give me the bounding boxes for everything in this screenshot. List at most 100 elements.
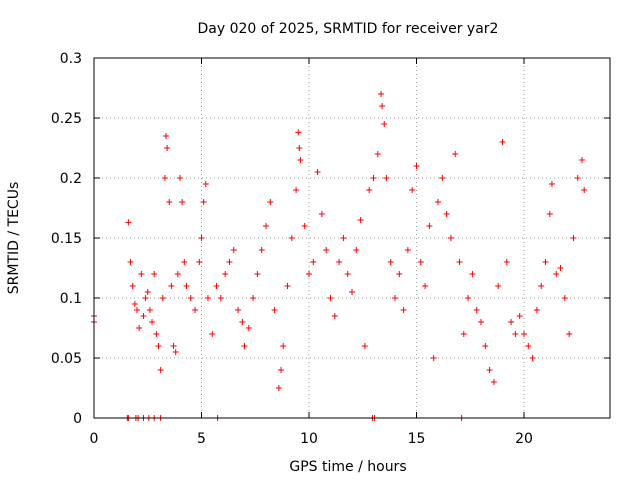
x-tick-label: 0 bbox=[90, 431, 99, 447]
data-point bbox=[250, 295, 257, 301]
data-point bbox=[213, 283, 220, 289]
data-point bbox=[381, 121, 388, 127]
data-point bbox=[177, 175, 183, 181]
data-point bbox=[310, 259, 317, 265]
data-point bbox=[170, 343, 177, 349]
data-point bbox=[548, 181, 555, 187]
data-point bbox=[288, 235, 295, 241]
data-point bbox=[202, 181, 209, 187]
data-point bbox=[314, 169, 321, 175]
data-point bbox=[374, 151, 381, 157]
data-point bbox=[396, 271, 403, 277]
data-point bbox=[413, 163, 420, 169]
data-point bbox=[172, 349, 179, 355]
data-point bbox=[327, 295, 334, 301]
data-point bbox=[521, 331, 527, 337]
data-point bbox=[254, 271, 261, 277]
data-point bbox=[278, 367, 285, 373]
y-tick-label: 0.15 bbox=[51, 231, 82, 247]
data-point bbox=[570, 235, 577, 241]
data-point bbox=[153, 331, 160, 337]
data-point bbox=[490, 379, 497, 385]
data-point bbox=[142, 295, 149, 301]
data-point bbox=[426, 223, 433, 229]
data-point bbox=[284, 283, 291, 289]
data-point bbox=[378, 91, 385, 97]
tick-labels: 0 5 10 15 20 0 0.05 0.1 0.15 0.2 0.25 0.3 bbox=[51, 51, 533, 447]
y-tick-label: 0.25 bbox=[51, 111, 82, 127]
data-point bbox=[239, 319, 246, 325]
data-point bbox=[460, 331, 467, 337]
data-point bbox=[146, 307, 153, 313]
data-point bbox=[297, 157, 304, 163]
data-point bbox=[566, 331, 573, 337]
data-point bbox=[473, 307, 480, 313]
data-point bbox=[131, 301, 138, 307]
data-point bbox=[508, 319, 515, 325]
data-point bbox=[546, 211, 553, 217]
data-points bbox=[91, 91, 588, 421]
data-point bbox=[383, 175, 390, 181]
data-point bbox=[430, 355, 437, 361]
data-point bbox=[306, 271, 312, 277]
data-point bbox=[400, 307, 407, 313]
data-point bbox=[361, 343, 368, 349]
data-point bbox=[439, 175, 446, 181]
data-point bbox=[529, 355, 536, 361]
y-tick-label: 0.1 bbox=[60, 291, 82, 307]
data-point bbox=[267, 199, 274, 205]
y-tick-label: 0.3 bbox=[60, 51, 82, 67]
data-point bbox=[164, 145, 171, 151]
x-tick-label: 10 bbox=[300, 431, 318, 447]
plot-frame bbox=[93, 57, 611, 419]
data-point bbox=[235, 307, 242, 313]
y-tick-label: 0.2 bbox=[60, 171, 82, 187]
data-point bbox=[127, 259, 134, 265]
data-point bbox=[155, 343, 162, 349]
x-axis-label: GPS time / hours bbox=[289, 459, 406, 475]
data-point bbox=[353, 247, 360, 253]
data-point bbox=[499, 139, 506, 145]
data-point bbox=[144, 289, 151, 295]
data-point bbox=[370, 175, 377, 181]
data-point bbox=[574, 175, 581, 181]
data-point bbox=[486, 367, 493, 373]
x-tick-label: 15 bbox=[408, 431, 426, 447]
data-point bbox=[136, 325, 143, 331]
data-point bbox=[443, 211, 450, 217]
data-point bbox=[516, 313, 523, 319]
data-point bbox=[295, 129, 302, 136]
data-point bbox=[387, 259, 394, 265]
data-point bbox=[196, 259, 203, 265]
data-point bbox=[422, 283, 429, 289]
data-point bbox=[301, 223, 308, 229]
y-tick-label: 0 bbox=[73, 411, 82, 427]
gridlines bbox=[94, 58, 610, 418]
data-point bbox=[357, 217, 364, 223]
data-point bbox=[159, 295, 166, 301]
data-point bbox=[323, 247, 330, 253]
data-point bbox=[187, 295, 194, 301]
data-point bbox=[222, 271, 229, 277]
data-point bbox=[392, 295, 398, 301]
data-point bbox=[469, 271, 476, 277]
data-point bbox=[495, 283, 502, 289]
data-point bbox=[226, 259, 233, 265]
data-point bbox=[293, 187, 300, 193]
data-point bbox=[204, 295, 211, 301]
data-point bbox=[129, 283, 136, 289]
data-point bbox=[134, 307, 140, 313]
data-point bbox=[168, 283, 175, 289]
data-point bbox=[138, 271, 145, 277]
data-point bbox=[280, 343, 287, 349]
data-point bbox=[263, 223, 269, 229]
data-point bbox=[581, 187, 588, 193]
data-point bbox=[183, 283, 190, 289]
data-point bbox=[538, 283, 545, 289]
data-point bbox=[241, 343, 248, 349]
data-point bbox=[166, 199, 173, 205]
data-point bbox=[140, 313, 147, 319]
data-point bbox=[340, 235, 347, 241]
data-point bbox=[245, 325, 252, 331]
